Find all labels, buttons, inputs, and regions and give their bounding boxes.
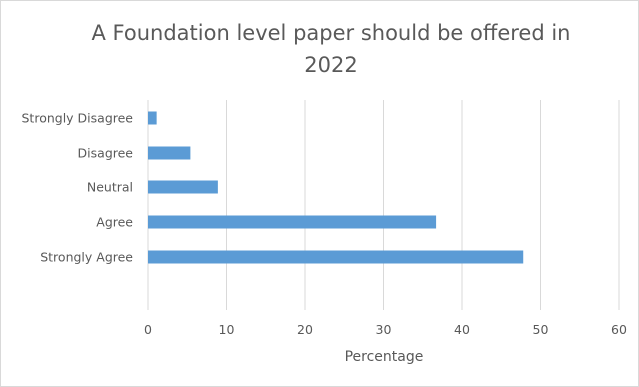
- x-tick-label: 50: [533, 322, 549, 337]
- x-axis-title: Percentage: [345, 349, 424, 365]
- category-label: Neutral: [87, 180, 133, 195]
- category-label: Strongly Agree: [40, 250, 133, 265]
- gridlines: [147, 100, 620, 310]
- category-labels: Strongly Disagree Disagree Neutral Agree Str…: [22, 111, 134, 265]
- bar-strongly-agree: [148, 250, 524, 264]
- chart-title: A Foundation level paper should be offer…: [91, 21, 571, 77]
- x-tick-label: 40: [454, 322, 470, 337]
- x-tick-label: 30: [376, 322, 392, 337]
- category-label: Strongly Disagree: [22, 111, 134, 126]
- x-tick-label: 20: [297, 322, 313, 337]
- bar-agree: [148, 215, 437, 229]
- category-label: Agree: [96, 215, 133, 230]
- bar-disagree: [148, 146, 191, 160]
- x-tick-label: 60: [611, 322, 627, 337]
- category-label: Disagree: [78, 146, 134, 161]
- x-tick-label: 10: [219, 322, 235, 337]
- bar-neutral: [148, 180, 218, 194]
- bars: [148, 111, 524, 264]
- x-tick-label: 0: [144, 322, 152, 337]
- x-tick-labels: 0 10 20 30 40 50 60: [144, 322, 627, 337]
- bar-strongly-disagree: [148, 111, 157, 125]
